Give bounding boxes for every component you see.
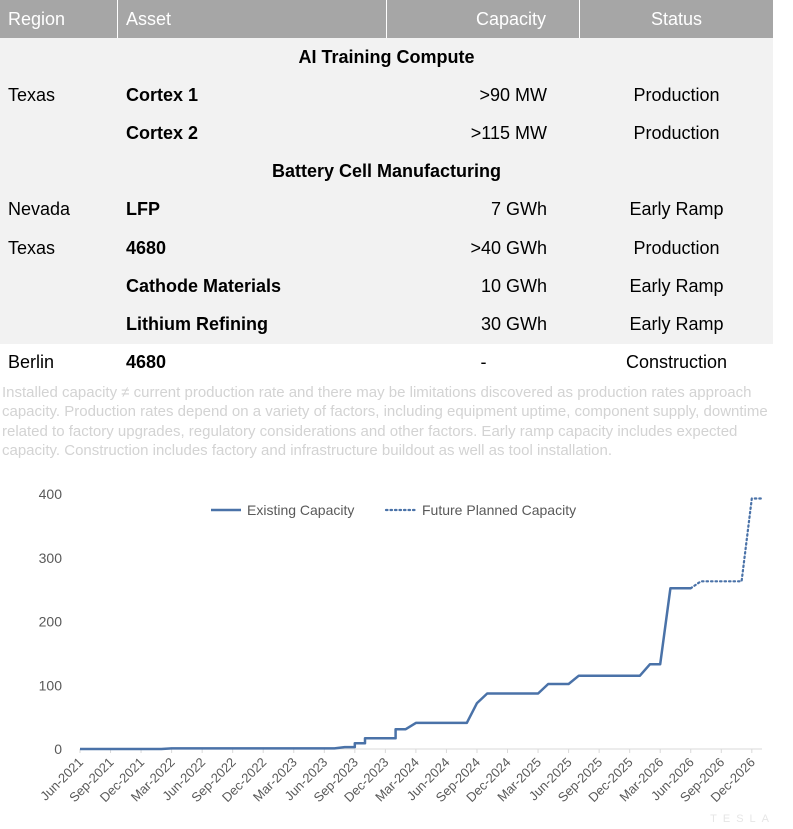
section-title: AI Training Compute: [298, 46, 475, 67]
table-row: Nevada LFP 7 GWh Early Ramp: [0, 191, 773, 229]
cell-asset: Cathode Materials: [126, 275, 282, 296]
capacity-table: Region Asset Capacity Status AI Training…: [0, 0, 773, 383]
table-row: Berlin 4680 - Construction: [0, 343, 773, 383]
cell-capacity: 30 GWh: [480, 314, 547, 335]
cell-status: Production: [633, 122, 720, 143]
table-row: Texas 4680 >40 GWh Production: [0, 229, 773, 267]
table-row: Texas Cortex 1 >90 MW Production: [0, 76, 773, 114]
cell-region: Texas: [8, 237, 56, 258]
cell-asset: 4680: [126, 352, 167, 373]
footnote: Installed capacity ≠ current production …: [2, 384, 768, 459]
cell-status: Production: [633, 84, 720, 105]
legend-label: Future Planned Capacity: [422, 502, 576, 518]
watermark: TESLA: [710, 813, 775, 825]
cell-status: Early Ramp: [629, 275, 724, 296]
cell-capacity: >115 MW: [470, 122, 547, 143]
table-row: Cortex 2 >115 MW Production: [0, 114, 773, 152]
cell-status: Early Ramp: [629, 199, 724, 220]
header-capacity: Capacity: [387, 0, 580, 38]
cell-capacity: -: [480, 352, 487, 373]
cell-status: Construction: [625, 352, 728, 373]
section-battery: Battery Cell Manufacturing Nevada LFP 7 …: [0, 152, 773, 344]
section-title: Battery Cell Manufacturing: [271, 161, 502, 182]
cell-capacity: 7 GWh: [490, 199, 547, 220]
table-row: Lithium Refining 30 GWh Early Ramp: [0, 305, 773, 343]
cell-status: Early Ramp: [629, 314, 724, 335]
cell-region: [0, 305, 118, 343]
y-tick-label: 0: [54, 741, 62, 757]
cell-capacity: 10 GWh: [480, 275, 547, 296]
cell-region: Texas: [8, 84, 56, 105]
legend-label: Existing Capacity: [247, 502, 354, 518]
y-tick-label: 100: [39, 677, 63, 693]
y-tick-label: 400: [39, 486, 63, 502]
cell-asset: Cortex 2: [126, 122, 199, 143]
cell-region: Nevada: [8, 199, 71, 220]
cell-capacity: >90 MW: [479, 84, 547, 105]
table-row: Cathode Materials 10 GWh Early Ramp: [0, 267, 773, 305]
cell-region: [0, 114, 118, 152]
cell-region: Berlin: [8, 352, 55, 373]
table-header: Region Asset Capacity Status: [0, 0, 773, 38]
cell-capacity: >40 GWh: [470, 237, 547, 258]
y-tick-label: 200: [39, 614, 63, 630]
section-ai-compute: AI Training Compute Texas Cortex 1 >90 M…: [0, 38, 773, 153]
cell-asset: Lithium Refining: [126, 314, 268, 335]
capacity-chart: 0100200300400Jun-2021Sep-2021Dec-2021Mar…: [37, 486, 764, 805]
header-status: Status: [650, 8, 703, 29]
y-tick-label: 300: [39, 550, 63, 566]
cell-asset: LFP: [126, 199, 160, 220]
cell-asset: Cortex 1: [126, 84, 199, 105]
header-region: Region: [0, 0, 118, 38]
cell-status: Production: [633, 237, 720, 258]
cell-region: [0, 267, 118, 305]
series-line: [80, 587, 691, 751]
series-line: [689, 497, 764, 590]
header-asset: Asset: [118, 0, 387, 38]
cell-asset: 4680: [126, 237, 167, 258]
